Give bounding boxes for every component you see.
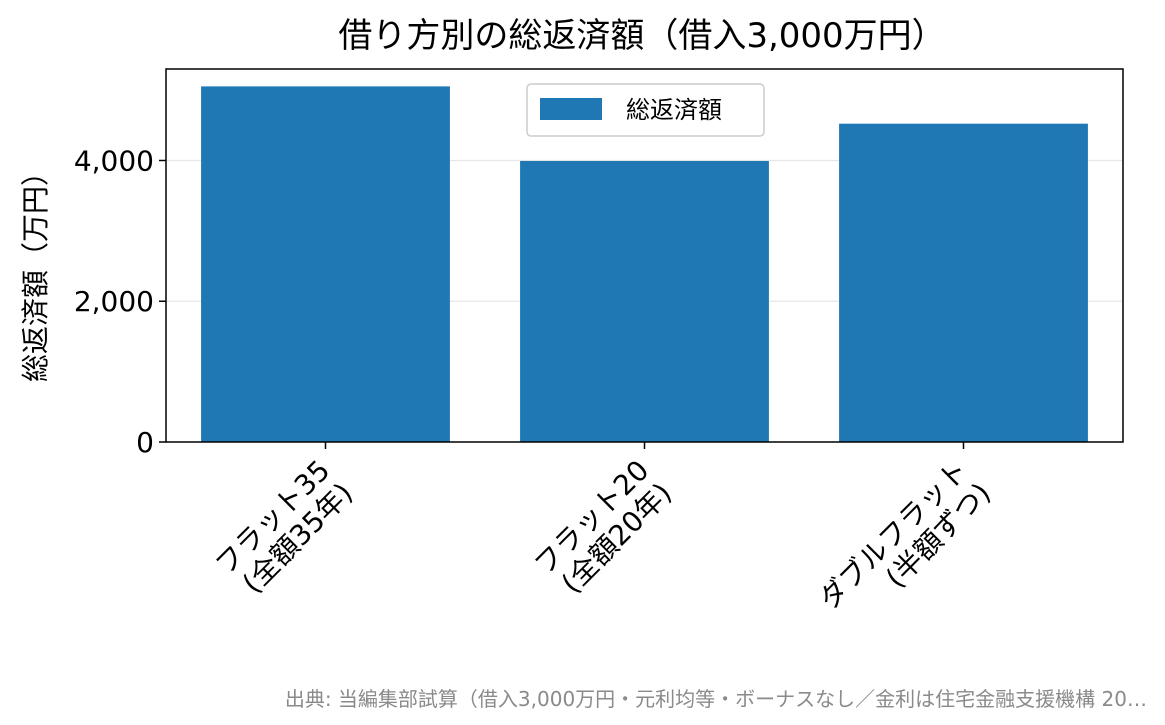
legend-box xyxy=(526,83,765,137)
y-tick-label: 4,000 xyxy=(74,144,154,177)
x-tick-label: フラット35(全額35年) xyxy=(209,454,360,605)
y-tick-label: 0 xyxy=(136,426,154,459)
x-axis-ticks: フラット35(全額35年) フラット20(全額20年) ダブルフラット(半額ずつ) xyxy=(209,442,998,639)
y-tick-label: 2,000 xyxy=(74,285,154,318)
chart-title: 借り方別の総返済額（借入3,000万円） xyxy=(338,16,945,56)
x-tick-label: ダブルフラット(半額ずつ) xyxy=(813,454,998,639)
bars xyxy=(201,86,1088,443)
x-tick-label: フラット20(全額20年) xyxy=(528,454,679,605)
bar xyxy=(520,160,769,442)
bar xyxy=(839,123,1088,443)
legend: 総返済額 xyxy=(526,83,765,137)
source-note: 出典: 当編集部試算（借入3,000万円・元利均等・ボーナスなし／金利は住宅金融… xyxy=(284,687,1147,711)
y-axis-ticks: 0 2,000 4,000 xyxy=(74,144,166,459)
bar xyxy=(201,86,450,442)
y-axis-label: 総返済額（万円） xyxy=(19,158,52,382)
legend-label: 総返済額 xyxy=(626,96,722,124)
legend-swatch xyxy=(540,98,602,120)
